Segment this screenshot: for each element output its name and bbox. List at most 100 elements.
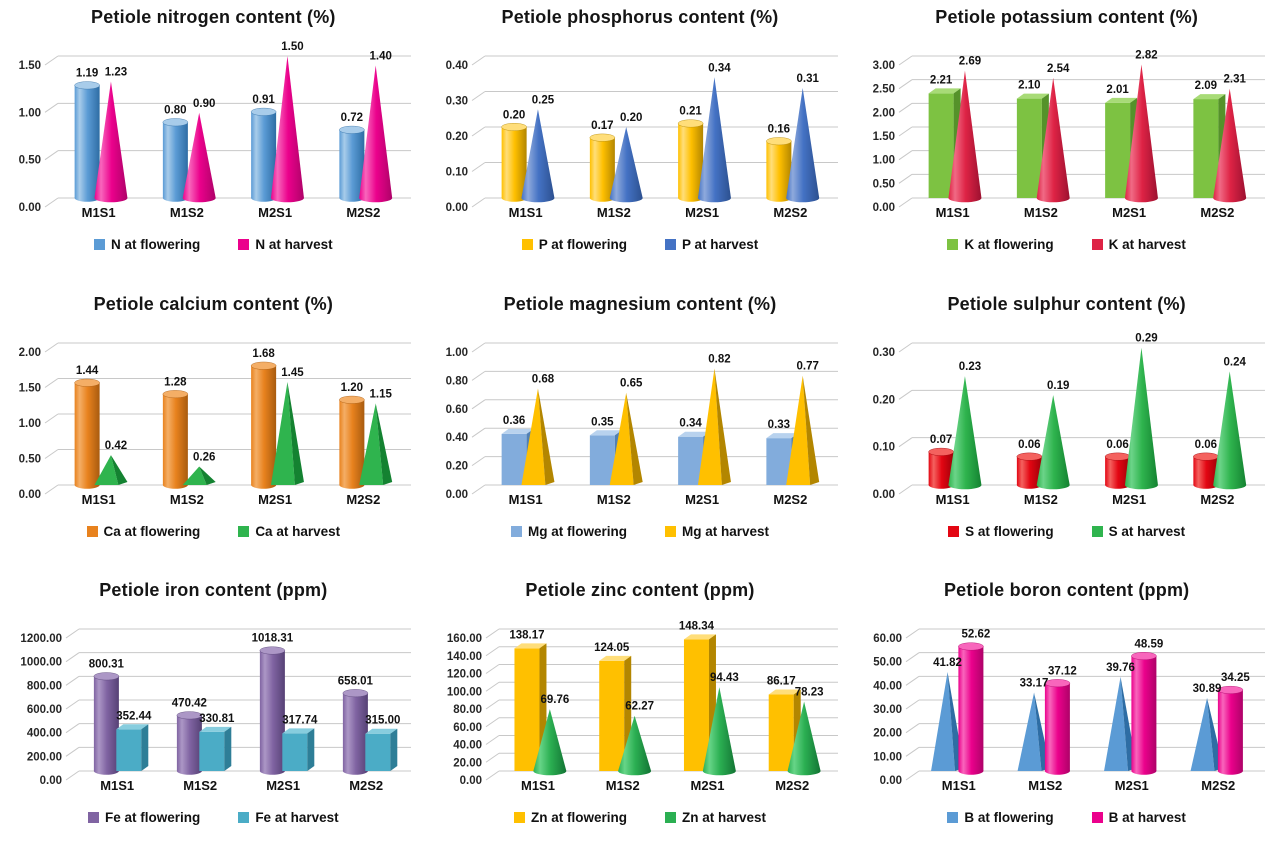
chart-legend: B at flowering B at harvest	[947, 810, 1186, 825]
data-label: 0.06	[1018, 439, 1040, 451]
bar-box-top	[678, 431, 711, 437]
bar-pyramid-front	[359, 403, 384, 485]
legend-item: Zn at harvest	[664, 810, 766, 825]
data-label: 2.31	[1223, 74, 1246, 86]
gridline-depth	[898, 173, 912, 184]
bar-cone	[94, 81, 128, 203]
data-label: 124.05	[594, 642, 630, 654]
y-tick-label: 200.00	[27, 752, 62, 764]
y-tick-label: 120.00	[447, 669, 482, 681]
data-label: 800.31	[89, 659, 125, 671]
bar-box-top	[928, 88, 961, 94]
data-label: 2.09	[1194, 80, 1216, 92]
legend-label: Mg at harvest	[681, 523, 769, 539]
bar-cylinder-top	[339, 395, 365, 404]
y-tick-label: 2.50	[872, 84, 894, 96]
bar-cone	[786, 87, 820, 203]
legend-label: Zn at flowering	[530, 810, 627, 826]
bar-cone	[271, 56, 305, 203]
bar-cone	[1124, 64, 1158, 203]
category-label: M1S2	[170, 492, 204, 507]
gridline-depth	[45, 484, 59, 495]
gridline-depth	[471, 399, 486, 409]
bar-box-front	[199, 732, 225, 772]
legend-swatch-icon	[238, 525, 250, 537]
legend-item: Mg at harvest	[664, 523, 769, 539]
data-label: 34.25	[1221, 673, 1250, 685]
bar-pyramid-side	[714, 368, 731, 485]
gridline-depth	[898, 197, 912, 208]
gridline-depth	[485, 753, 500, 763]
data-label: 52.62	[961, 629, 990, 641]
chart-iron: Petiole iron content (ppm) 0.00 200.00 400…	[0, 573, 427, 860]
data-label: 315.00	[366, 715, 401, 727]
gridline-depth	[905, 652, 919, 663]
legend-label: S at flowering	[965, 523, 1054, 539]
gridline-depth	[485, 717, 500, 728]
chart-title: Petiole boron content (ppm)	[943, 580, 1190, 601]
gridline-depth	[471, 370, 486, 381]
legend-label: K at flowering	[964, 237, 1054, 252]
y-tick-label: 0.20	[872, 394, 894, 406]
legend-label: Fe at harvest	[255, 810, 339, 826]
gridline-depth	[45, 448, 59, 459]
y-tick-label: 20.00	[453, 758, 482, 770]
bar-cylinder-base	[74, 194, 100, 202]
y-tick-label: 0.20	[446, 131, 468, 143]
bar-cylinder-top	[1192, 452, 1219, 461]
category-label: M2S1	[685, 205, 719, 220]
chart-legend: S at flowering S at harvest	[948, 524, 1185, 539]
data-label: 352.44	[117, 711, 153, 723]
bar-cone	[609, 127, 643, 203]
data-label: 0.26	[193, 451, 215, 463]
legend-swatch-icon	[88, 812, 100, 824]
chart-title: Petiole potassium content (%)	[935, 7, 1199, 27]
legend-item: Fe at flowering	[88, 810, 200, 825]
legend-item: Fe at harvest	[238, 810, 339, 826]
bar-cylinder-base	[177, 767, 203, 776]
bar-cylinder-top	[94, 672, 120, 681]
legend-swatch-icon	[664, 525, 676, 537]
bar-cylinder-base	[163, 480, 189, 489]
bar-cylinder-body	[339, 129, 365, 198]
data-label: 0.06	[1106, 439, 1128, 451]
data-label: 0.42	[105, 440, 127, 452]
legend-swatch-icon	[1091, 239, 1103, 250]
category-label: M1S1	[101, 778, 135, 793]
data-label: 0.25	[532, 94, 555, 106]
gridline-depth	[905, 770, 919, 781]
bar-cylinder-body	[74, 85, 100, 198]
data-label: 138.17	[509, 630, 544, 642]
legend-item: N at harvest	[238, 237, 333, 252]
chart-title: Petiole magnesium content (%)	[503, 293, 777, 314]
bar-box-side	[307, 728, 315, 772]
bar-cylinder-base	[1217, 767, 1243, 776]
data-label: 0.07	[930, 434, 952, 446]
bar-cone	[183, 112, 217, 203]
bar-cylinder-body	[589, 137, 615, 198]
legend-swatch-icon	[948, 525, 960, 537]
category-label: M2S2	[1201, 778, 1235, 793]
bar-box-front	[282, 733, 308, 772]
bar-box-top	[199, 727, 232, 733]
chart-plot: 0.00 0.20 0.40 0.60 0.80 1.00 0.36 0.68 M1S1 0.35…	[446, 342, 838, 507]
legend-label: B at flowering	[964, 810, 1054, 826]
bar-pyramid-front	[94, 454, 119, 485]
gridline-depth	[66, 770, 80, 781]
legend-swatch-icon	[664, 239, 676, 250]
chart-title: Petiole sulphur content (%)	[947, 293, 1186, 314]
bar-box-top	[501, 428, 534, 434]
y-tick-label: 0.60	[446, 403, 468, 415]
bar-pyramid-front	[609, 392, 634, 485]
gridline-depth	[66, 747, 80, 758]
category-label: M2S2	[773, 492, 807, 507]
legend-label: B at harvest	[1108, 810, 1186, 826]
bar-cylinder-top	[163, 389, 189, 398]
y-tick-label: 0.50	[19, 453, 41, 465]
legend-swatch-icon	[947, 812, 959, 824]
y-tick-label: 0.20	[446, 460, 468, 472]
y-tick-label: 1.00	[872, 155, 894, 167]
bar-cylinder-body	[766, 141, 792, 198]
chart-title: Petiole calcium content (%)	[93, 293, 334, 314]
data-label: 39.76	[1106, 662, 1135, 674]
